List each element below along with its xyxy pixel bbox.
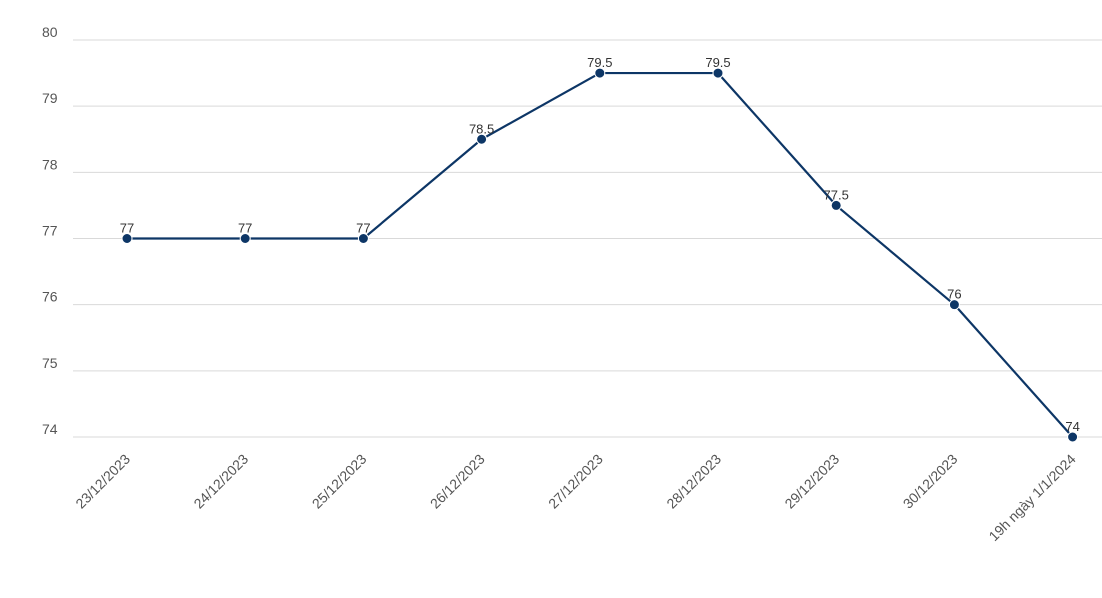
- data-label-1: 77: [238, 221, 252, 236]
- y-tick-label-78: 78: [42, 156, 58, 172]
- data-label-7: 76: [947, 287, 961, 302]
- data-label-3: 78.5: [469, 121, 494, 136]
- x-tick-label-0: 23/12/2023: [72, 451, 133, 512]
- data-point-6: [830, 199, 842, 211]
- x-tick-label-3: 26/12/2023: [427, 451, 488, 512]
- data-point-0: [121, 233, 133, 244]
- x-tick-label-7: 30/12/2023: [900, 451, 961, 512]
- data-point-8: [1067, 431, 1079, 443]
- y-tick-label-74: 74: [42, 421, 58, 437]
- x-tick-label-5: 28/12/2023: [663, 451, 724, 512]
- data-point-1: [239, 233, 251, 244]
- x-tick-label-1: 24/12/2023: [190, 451, 251, 512]
- y-tick-label-77: 77: [42, 223, 58, 239]
- data-label-5: 79.5: [705, 55, 730, 70]
- data-point-3: [476, 133, 488, 145]
- data-labels: 77 77 77 78.5 79.5 79.5 77.5 76 74: [120, 55, 1080, 434]
- data-point-5: [712, 67, 724, 79]
- x-tick-label-4: 27/12/2023: [545, 451, 606, 512]
- data-label-6: 77.5: [824, 187, 849, 202]
- x-tick-label-8: 19h ngày 1/1/2024: [985, 451, 1078, 544]
- data-label-4: 79.5: [587, 55, 612, 70]
- data-point-7: [948, 299, 960, 311]
- data-label-8: 74: [1065, 419, 1079, 434]
- data-point-2: [357, 233, 369, 244]
- y-tick-label-80: 80: [42, 24, 58, 40]
- x-tick-label-2: 25/12/2023: [309, 451, 370, 512]
- y-tick-label-79: 79: [42, 90, 58, 106]
- data-label-2: 77: [356, 221, 370, 236]
- series-layer: [121, 67, 1079, 443]
- x-tick-label-6: 29/12/2023: [781, 451, 842, 512]
- data-point-4: [594, 67, 606, 79]
- series-line: [127, 71, 1074, 438]
- x-axis-ticks: 23/12/2023 24/12/2023 25/12/2023 26/12/2023…: [72, 451, 1079, 544]
- data-label-0: 77: [120, 221, 134, 236]
- y-tick-label-75: 75: [42, 355, 58, 371]
- y-axis-ticks: 74 75 76 77 78 79 80: [42, 24, 58, 437]
- y-tick-label-76: 76: [42, 289, 58, 305]
